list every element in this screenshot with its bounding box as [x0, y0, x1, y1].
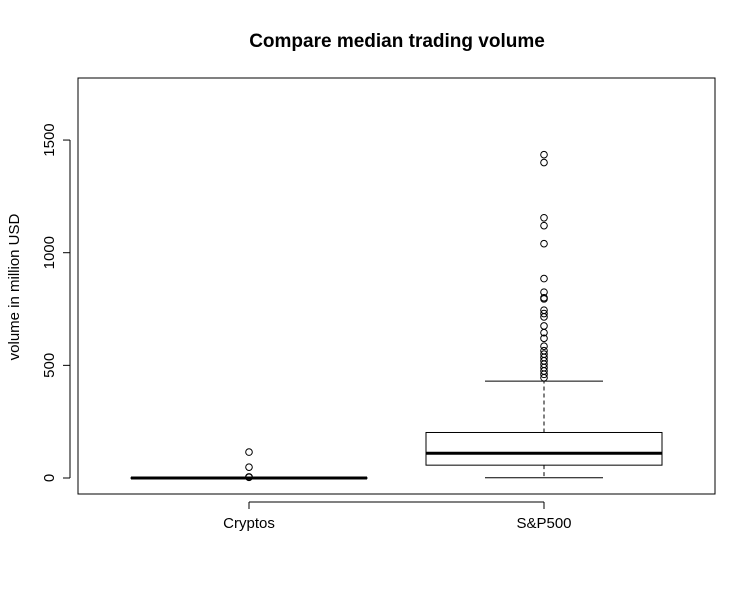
box-sp500: [425, 150, 663, 479]
outlier-point: [540, 158, 548, 167]
plot-frame: [77, 77, 716, 495]
x-tick-label: Cryptos: [223, 515, 275, 532]
outlier-point: [540, 239, 548, 248]
y-tick-label: 1000: [41, 236, 58, 269]
outlier-point: [540, 274, 548, 283]
x-tick-label: S&P500: [516, 515, 571, 532]
outlier-point: [245, 463, 253, 471]
y-axis-label: volume in million USD: [6, 213, 23, 360]
outlier-point: [540, 373, 548, 382]
outlier-point: [245, 473, 253, 482]
outlier-point: [540, 295, 548, 303]
outlier-point: [540, 342, 548, 350]
outlier-point: [540, 328, 548, 337]
outlier-point: [540, 221, 548, 230]
y-tick-label: 500: [41, 353, 58, 378]
chart-title: Compare median trading volume: [249, 31, 545, 52]
y-tick-label: 1500: [41, 123, 58, 156]
outlier-point: [540, 370, 548, 379]
outlier-point: [540, 334, 548, 343]
outlier-point: [245, 448, 253, 456]
x-axis: Cryptos S&P500: [223, 501, 572, 532]
y-tick-label: 0: [41, 474, 58, 482]
outlier-point: [540, 213, 548, 222]
outlier-point: [540, 309, 548, 318]
boxes-group: [130, 150, 663, 482]
box-cryptos: [130, 448, 368, 482]
y-axis: 0 500 1000 1500: [41, 123, 71, 482]
outlier-point: [540, 322, 548, 330]
iqr-box: [425, 431, 663, 466]
outlier-point: [540, 313, 548, 321]
outlier-point: [540, 150, 548, 159]
